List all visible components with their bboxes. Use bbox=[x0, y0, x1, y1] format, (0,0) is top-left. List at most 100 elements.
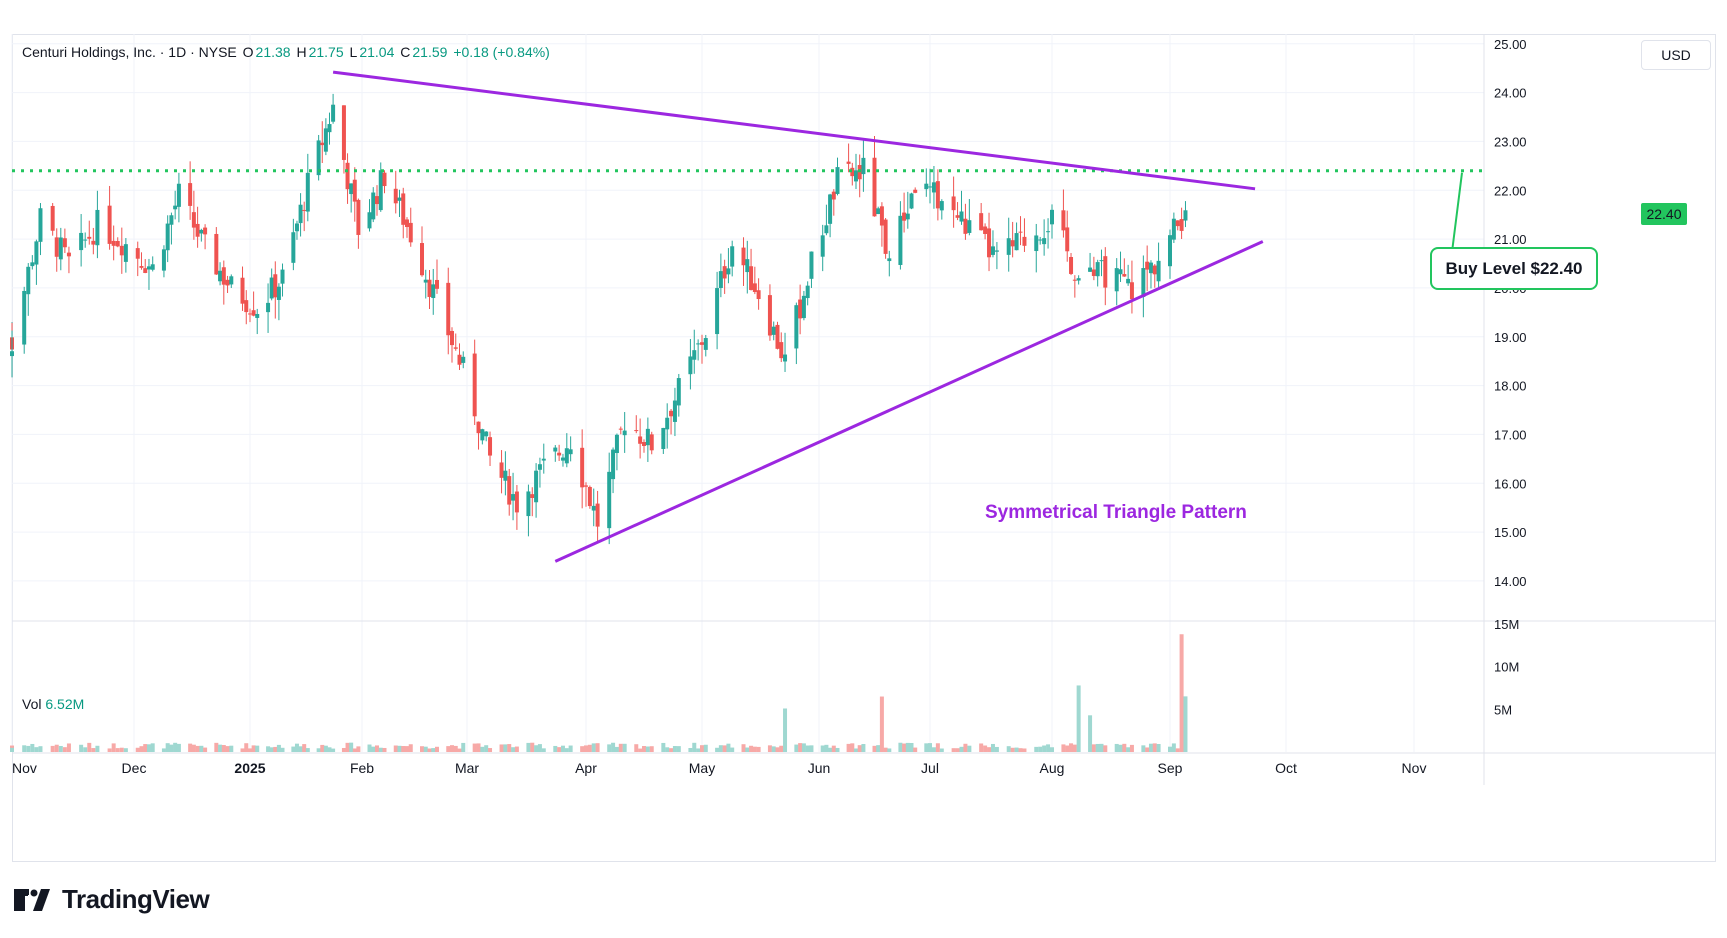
candle-body bbox=[618, 428, 623, 430]
buy-callout-pointer bbox=[1440, 172, 1463, 253]
volume-bar bbox=[1061, 744, 1066, 752]
tradingview-logo[interactable]: TradingView bbox=[14, 884, 210, 915]
candle-body bbox=[1129, 282, 1134, 300]
volume-bar bbox=[431, 748, 436, 752]
volume-bar bbox=[1179, 634, 1184, 752]
volume-bar bbox=[587, 744, 592, 752]
volume-bar bbox=[990, 743, 995, 752]
candle-body bbox=[696, 343, 701, 345]
volume-bar bbox=[143, 744, 148, 752]
volume-bar bbox=[423, 746, 428, 752]
volume-bar bbox=[1076, 685, 1081, 752]
volume-bar bbox=[371, 746, 376, 752]
volume-bar bbox=[280, 747, 285, 752]
axes: 14.0015.0016.0017.0018.0019.0020.0021.00… bbox=[12, 34, 1716, 785]
currency-button[interactable]: USD bbox=[1641, 40, 1711, 70]
volume-bar bbox=[568, 745, 573, 752]
volume-bar bbox=[783, 708, 788, 752]
candle-body bbox=[645, 428, 650, 446]
volume-bar bbox=[614, 746, 619, 752]
volume-bar bbox=[119, 747, 124, 752]
candle-body bbox=[352, 179, 357, 202]
volume-bar bbox=[909, 742, 914, 752]
candle-body bbox=[476, 421, 481, 434]
candle-body bbox=[248, 313, 252, 315]
candle-body bbox=[861, 157, 866, 175]
volume-bar bbox=[30, 743, 35, 752]
candle-body bbox=[634, 430, 639, 432]
volume-bar bbox=[987, 747, 992, 752]
volume-bar bbox=[809, 745, 814, 752]
volume-bar bbox=[294, 743, 299, 752]
volume-bar bbox=[450, 745, 454, 752]
candle-body bbox=[480, 429, 485, 441]
volume-bar bbox=[1010, 747, 1015, 752]
candle-body bbox=[83, 239, 88, 241]
volume-bar bbox=[526, 742, 531, 752]
price-tick-label: 18.00 bbox=[1494, 379, 1527, 394]
volume-bar bbox=[298, 746, 303, 752]
volume-bar bbox=[203, 747, 208, 752]
candle-body bbox=[1076, 278, 1081, 281]
candle-body bbox=[557, 452, 562, 456]
brand-name: TradingView bbox=[62, 884, 210, 914]
volume-bar bbox=[835, 747, 840, 752]
volume-bar bbox=[645, 746, 650, 752]
volume-bar bbox=[10, 747, 14, 752]
volume-bar bbox=[676, 746, 681, 752]
candle-body bbox=[987, 228, 992, 258]
volume-bar bbox=[530, 742, 535, 752]
candle-body bbox=[801, 295, 806, 319]
candle-body bbox=[146, 266, 151, 270]
price-tick-label: 14.00 bbox=[1494, 574, 1527, 589]
volume-bar bbox=[276, 744, 281, 752]
candle-body bbox=[876, 208, 881, 215]
volume-bar bbox=[62, 747, 67, 752]
volume-bar bbox=[484, 745, 489, 752]
volume-bar bbox=[195, 745, 200, 752]
candle-body bbox=[511, 494, 516, 501]
price-tick-label: 24.00 bbox=[1494, 86, 1527, 101]
candle-body bbox=[176, 183, 181, 207]
candle-body bbox=[1061, 210, 1066, 231]
volume-bar bbox=[161, 748, 166, 752]
candle-body bbox=[435, 279, 439, 289]
candle-body bbox=[405, 219, 409, 228]
close-label: C bbox=[400, 44, 411, 60]
volume-bar bbox=[316, 748, 321, 752]
buy-level-price-tag: 22.40 bbox=[1641, 203, 1687, 225]
time-tick-label: Mar bbox=[455, 760, 479, 776]
candle-body bbox=[924, 183, 929, 190]
volume-bar bbox=[54, 744, 59, 752]
candle-body bbox=[169, 215, 174, 225]
candle-body bbox=[1018, 231, 1023, 233]
candle-body bbox=[38, 208, 43, 242]
candle-body bbox=[718, 271, 723, 288]
volume-bar bbox=[1095, 743, 1100, 752]
time-tick-label: Feb bbox=[350, 760, 374, 776]
volume-bar bbox=[883, 747, 888, 752]
candle-body bbox=[979, 213, 984, 231]
volume-bar bbox=[638, 748, 643, 752]
volume-bar bbox=[692, 742, 697, 752]
price-tick-label: 15.00 bbox=[1494, 525, 1527, 540]
volume-bar bbox=[994, 746, 999, 752]
volume-bar bbox=[846, 743, 851, 752]
volume-bar bbox=[435, 746, 439, 752]
candle-body bbox=[703, 338, 708, 350]
low-label: L bbox=[349, 44, 358, 60]
volume-bar bbox=[752, 746, 757, 752]
volume-bar bbox=[879, 696, 884, 752]
candle-body bbox=[850, 167, 855, 177]
volume-bar bbox=[726, 743, 731, 752]
candle-body bbox=[783, 354, 788, 362]
candle-body bbox=[809, 251, 814, 279]
candle-body bbox=[266, 302, 271, 313]
candle-body bbox=[320, 142, 325, 146]
candle-body bbox=[767, 295, 772, 336]
volume-bar bbox=[1152, 743, 1157, 752]
candle-body bbox=[240, 277, 245, 304]
candle-body bbox=[488, 437, 493, 456]
candle-body bbox=[661, 427, 666, 449]
